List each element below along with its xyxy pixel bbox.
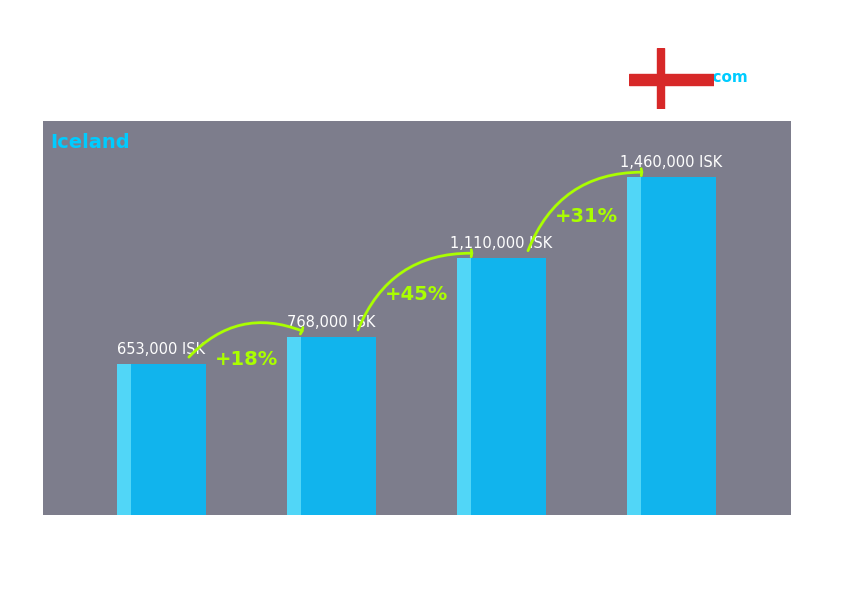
- Bar: [653, 48, 668, 109]
- Text: 653,000 ISK: 653,000 ISK: [117, 342, 206, 357]
- Text: 768,000 ISK: 768,000 ISK: [287, 315, 376, 330]
- Text: Media Product Development Manager: Media Product Development Manager: [50, 101, 417, 121]
- Bar: [627, 177, 641, 515]
- Bar: [629, 70, 714, 88]
- Text: 1,460,000 ISK: 1,460,000 ISK: [620, 155, 722, 170]
- Bar: [629, 74, 714, 85]
- Text: Average Monthly Salary: Average Monthly Salary: [818, 259, 831, 408]
- Text: 1,110,000 ISK: 1,110,000 ISK: [450, 236, 552, 251]
- Bar: [657, 48, 664, 109]
- Text: Salary Comparison By Education: Salary Comparison By Education: [50, 70, 607, 99]
- Bar: [117, 364, 206, 515]
- Text: +18%: +18%: [215, 350, 278, 368]
- Bar: [627, 177, 716, 515]
- Text: salary: salary: [581, 70, 633, 85]
- Text: explorer.com: explorer.com: [638, 70, 748, 85]
- Text: +45%: +45%: [385, 285, 448, 304]
- Bar: [457, 258, 546, 515]
- Bar: [287, 337, 376, 515]
- Text: +31%: +31%: [555, 207, 618, 226]
- Bar: [287, 337, 301, 515]
- Bar: [457, 258, 471, 515]
- Bar: [117, 364, 131, 515]
- Text: Iceland: Iceland: [50, 133, 129, 152]
